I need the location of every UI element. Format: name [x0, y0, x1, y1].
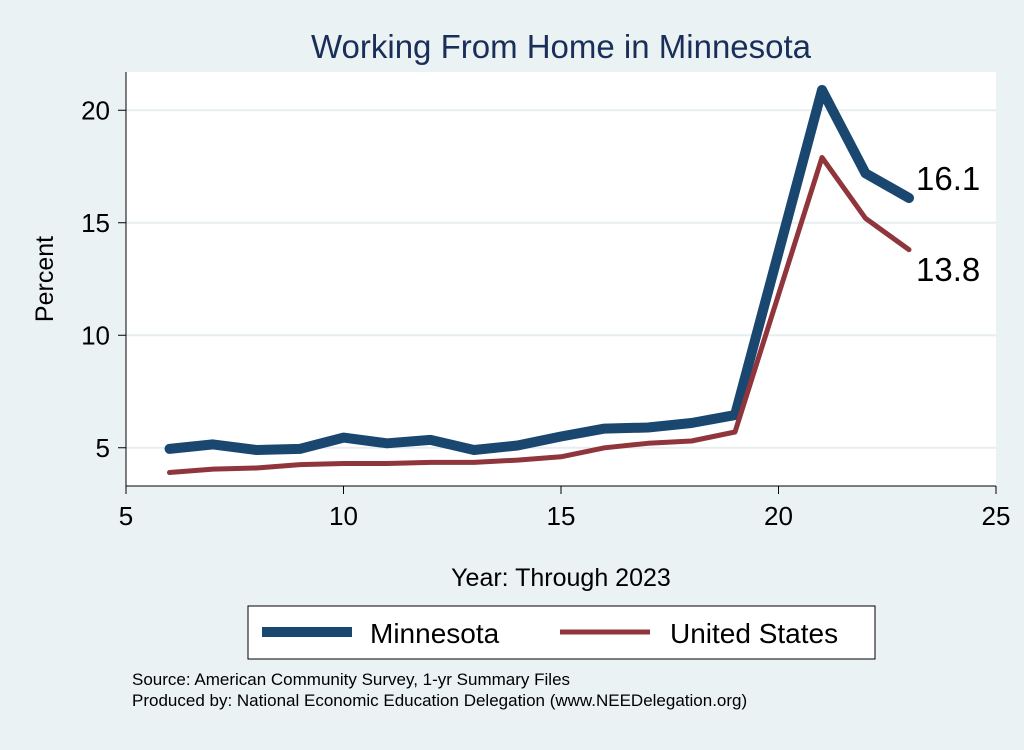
x-axis-title: Year: Through 2023 — [451, 564, 671, 592]
legend-label-minnesota: Minnesota — [370, 618, 500, 649]
source-note: Source: American Community Survey, 1-yr … — [132, 670, 570, 690]
end-label-united-states: 13.8 — [916, 251, 980, 288]
producer-note: Produced by: National Economic Education… — [132, 691, 747, 711]
y-axis-title: Percent — [31, 236, 59, 322]
y-tick-label-20: 20 — [81, 95, 110, 125]
x-tick-label-10: 10 — [329, 501, 358, 531]
y-tick-label-10: 10 — [81, 320, 110, 350]
x-tick-label-25: 25 — [982, 501, 1011, 531]
x-tick-label-20: 20 — [764, 501, 793, 531]
y-tick-label-5: 5 — [96, 433, 110, 463]
x-tick-label-5: 5 — [119, 501, 133, 531]
plot-area — [126, 72, 996, 486]
end-label-minnesota: 16.1 — [916, 160, 980, 197]
chart-title: Working From Home in Minnesota — [311, 28, 812, 65]
y-tick-label-15: 15 — [81, 208, 110, 238]
x-tick-label-15: 15 — [547, 501, 576, 531]
legend-label-united-states: United States — [670, 618, 838, 649]
legend: Minnesota United States — [248, 606, 875, 659]
